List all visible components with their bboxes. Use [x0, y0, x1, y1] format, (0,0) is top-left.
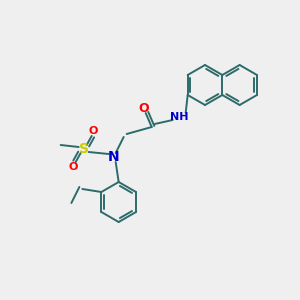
Text: O: O: [69, 162, 78, 172]
Text: NH: NH: [170, 112, 189, 122]
Text: O: O: [89, 126, 98, 136]
Text: N: N: [108, 150, 119, 164]
Text: O: O: [138, 103, 149, 116]
Text: S: S: [79, 142, 89, 156]
